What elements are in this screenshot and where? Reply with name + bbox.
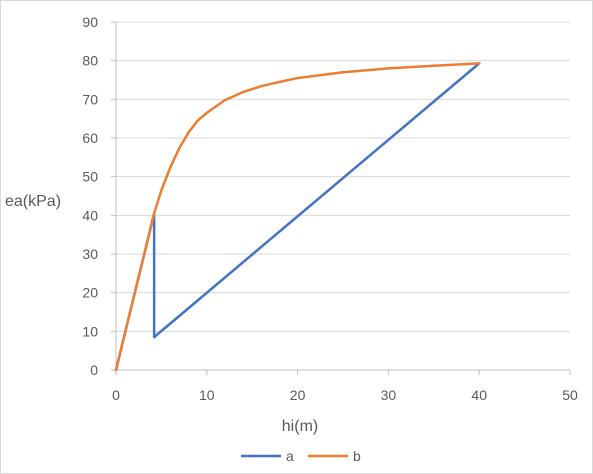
x-tick-label: 0	[112, 387, 120, 403]
x-tick-label: 50	[562, 387, 578, 403]
y-tick-label: 80	[82, 53, 98, 69]
y-tick-label: 50	[82, 169, 98, 185]
y-tick-label: 20	[82, 285, 98, 301]
y-tick-label: 60	[82, 130, 98, 146]
series-line-a	[116, 63, 479, 370]
axes	[111, 22, 570, 375]
y-tick-label: 90	[82, 14, 98, 30]
y-tick-label: 30	[82, 246, 98, 262]
legend-label-a: a	[286, 448, 294, 464]
y-tick-label: 10	[82, 323, 98, 339]
x-axis-title: hi(m)	[282, 418, 318, 435]
series-lines	[116, 63, 479, 370]
x-tick-label: 40	[471, 387, 487, 403]
y-axis-title: ea(kPa)	[5, 193, 61, 210]
y-tick-label: 40	[82, 207, 98, 223]
x-tick-label: 30	[381, 387, 397, 403]
y-tick-label: 0	[90, 362, 98, 378]
x-tick-label: 20	[290, 387, 306, 403]
legend-label-b: b	[353, 448, 361, 464]
x-tick-label: 10	[199, 387, 215, 403]
y-tick-label: 70	[82, 91, 98, 107]
